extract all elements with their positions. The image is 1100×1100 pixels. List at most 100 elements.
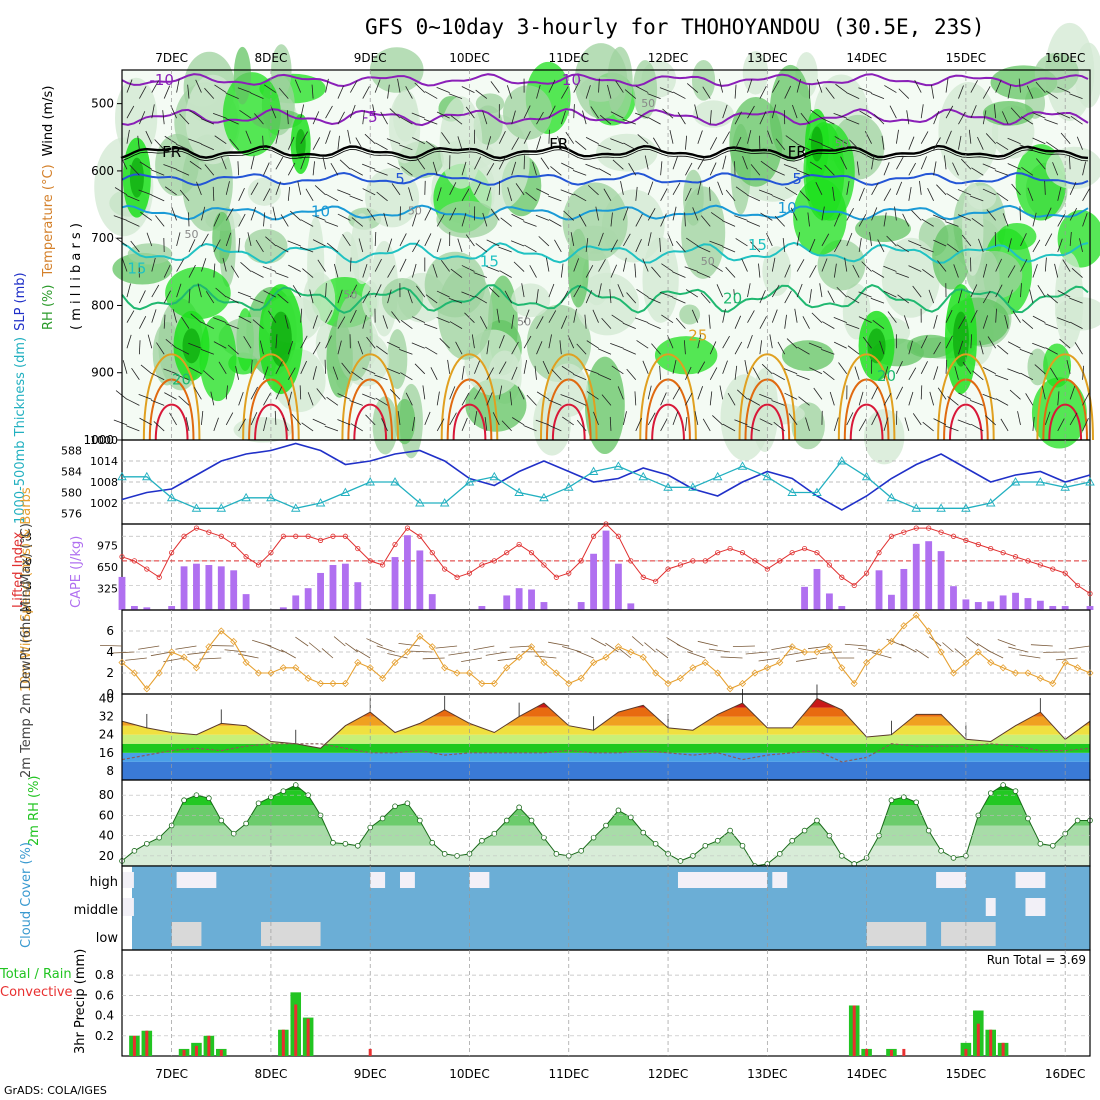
thickness-marker bbox=[613, 461, 624, 470]
wind-barb bbox=[709, 162, 717, 176]
cape-bar bbox=[999, 595, 1007, 610]
cape-bar bbox=[1012, 592, 1019, 610]
wind-barb bbox=[982, 315, 989, 329]
wind-barb bbox=[783, 368, 798, 375]
wind-barb bbox=[461, 365, 465, 380]
wind-barb bbox=[342, 234, 351, 247]
wind-barb bbox=[747, 79, 753, 93]
wind-barb bbox=[626, 368, 637, 381]
surface-barb bbox=[224, 649, 247, 653]
wind-barb bbox=[430, 367, 438, 380]
wind-barb bbox=[896, 156, 904, 170]
cape-bar bbox=[304, 588, 312, 610]
cape-bar bbox=[540, 602, 548, 610]
wind-barb bbox=[536, 111, 544, 125]
wind-barb bbox=[970, 310, 978, 323]
wind-barb bbox=[995, 398, 1009, 406]
wind-barb bbox=[268, 310, 277, 323]
rh-marker bbox=[950, 855, 957, 861]
wind-barb bbox=[954, 366, 959, 380]
wind-barb bbox=[722, 308, 726, 323]
wind-barb bbox=[945, 130, 952, 144]
wind-barb bbox=[827, 290, 835, 304]
cape-bar bbox=[143, 607, 151, 610]
wind-barb bbox=[333, 263, 339, 278]
cape-bar bbox=[962, 599, 970, 610]
cloud-level-label: high bbox=[90, 875, 118, 890]
li-marker bbox=[975, 541, 981, 548]
wind-barb bbox=[1068, 155, 1071, 170]
wind-barb bbox=[996, 141, 1009, 151]
wind-barb bbox=[312, 341, 321, 355]
wind-barb bbox=[725, 189, 736, 202]
wind-barb bbox=[809, 289, 812, 304]
wind-barb bbox=[675, 317, 686, 329]
wind-barb bbox=[263, 290, 277, 298]
rh-contour-label: 50 bbox=[641, 97, 655, 110]
wind-barb bbox=[601, 394, 612, 406]
wind-barb bbox=[952, 162, 959, 176]
cape-bar bbox=[193, 563, 200, 610]
wind-barb bbox=[784, 264, 791, 278]
rh-marker bbox=[243, 820, 249, 827]
wind-barb bbox=[609, 416, 612, 431]
wind-marker bbox=[788, 643, 796, 651]
wind-marker bbox=[168, 648, 176, 656]
wind-barb bbox=[212, 112, 227, 119]
wind-barb bbox=[946, 243, 959, 253]
surface-barb bbox=[175, 645, 197, 650]
wind-marker bbox=[949, 669, 958, 677]
wind-barb bbox=[411, 316, 425, 324]
wind-marker bbox=[1011, 669, 1020, 677]
rh-shading bbox=[1043, 343, 1072, 388]
wind-barb bbox=[176, 78, 180, 93]
surface-barb bbox=[997, 639, 1016, 647]
wind-barb bbox=[929, 391, 935, 406]
wind-barb bbox=[387, 238, 393, 253]
rh-shading bbox=[439, 96, 483, 189]
wind-barb bbox=[436, 290, 450, 298]
wind-barb bbox=[275, 361, 283, 374]
wind-barb bbox=[1050, 367, 1059, 380]
y-tick-label: 800 bbox=[91, 298, 114, 312]
rh-marker bbox=[913, 799, 920, 806]
thickness-marker bbox=[439, 498, 450, 507]
wind-barb bbox=[825, 87, 835, 99]
wind-barb bbox=[709, 367, 718, 380]
rh-shading bbox=[365, 167, 420, 228]
thickness-marker bbox=[812, 487, 822, 496]
rh-shading bbox=[720, 374, 770, 461]
contour-label: FR bbox=[162, 143, 181, 161]
rh-shading bbox=[424, 251, 486, 318]
high-cloud-gap bbox=[399, 872, 415, 888]
wind-barb bbox=[794, 308, 798, 323]
wind-barb bbox=[972, 370, 984, 381]
rh-tick-label: 40 bbox=[99, 829, 114, 843]
x-tick-label-bottom: 12DEC bbox=[648, 1067, 688, 1081]
wind-barb bbox=[634, 112, 649, 119]
wind-barb bbox=[659, 237, 662, 252]
wind-barb bbox=[769, 334, 773, 349]
wind-barb bbox=[617, 284, 624, 298]
wind-barb bbox=[722, 246, 736, 253]
wind-barb bbox=[585, 238, 589, 253]
wind-tick-label: 4 bbox=[106, 645, 114, 659]
wind-barb bbox=[771, 80, 780, 93]
wind-barb bbox=[317, 259, 326, 272]
wind-barb bbox=[587, 185, 599, 196]
rh-marker bbox=[280, 788, 287, 794]
li-marker bbox=[653, 578, 659, 584]
cape-bar bbox=[503, 595, 511, 610]
wind-barb bbox=[871, 207, 878, 221]
wind-barb bbox=[316, 388, 326, 400]
thickness-marker bbox=[861, 471, 872, 481]
wind-barb bbox=[498, 361, 507, 374]
wind-barb bbox=[896, 181, 903, 195]
wind-marker bbox=[800, 648, 809, 656]
wind-barb bbox=[499, 270, 512, 278]
wind-barb bbox=[922, 268, 934, 278]
rh-shading bbox=[303, 272, 336, 327]
thickness-marker bbox=[1035, 477, 1046, 486]
surface-barb bbox=[745, 651, 768, 655]
